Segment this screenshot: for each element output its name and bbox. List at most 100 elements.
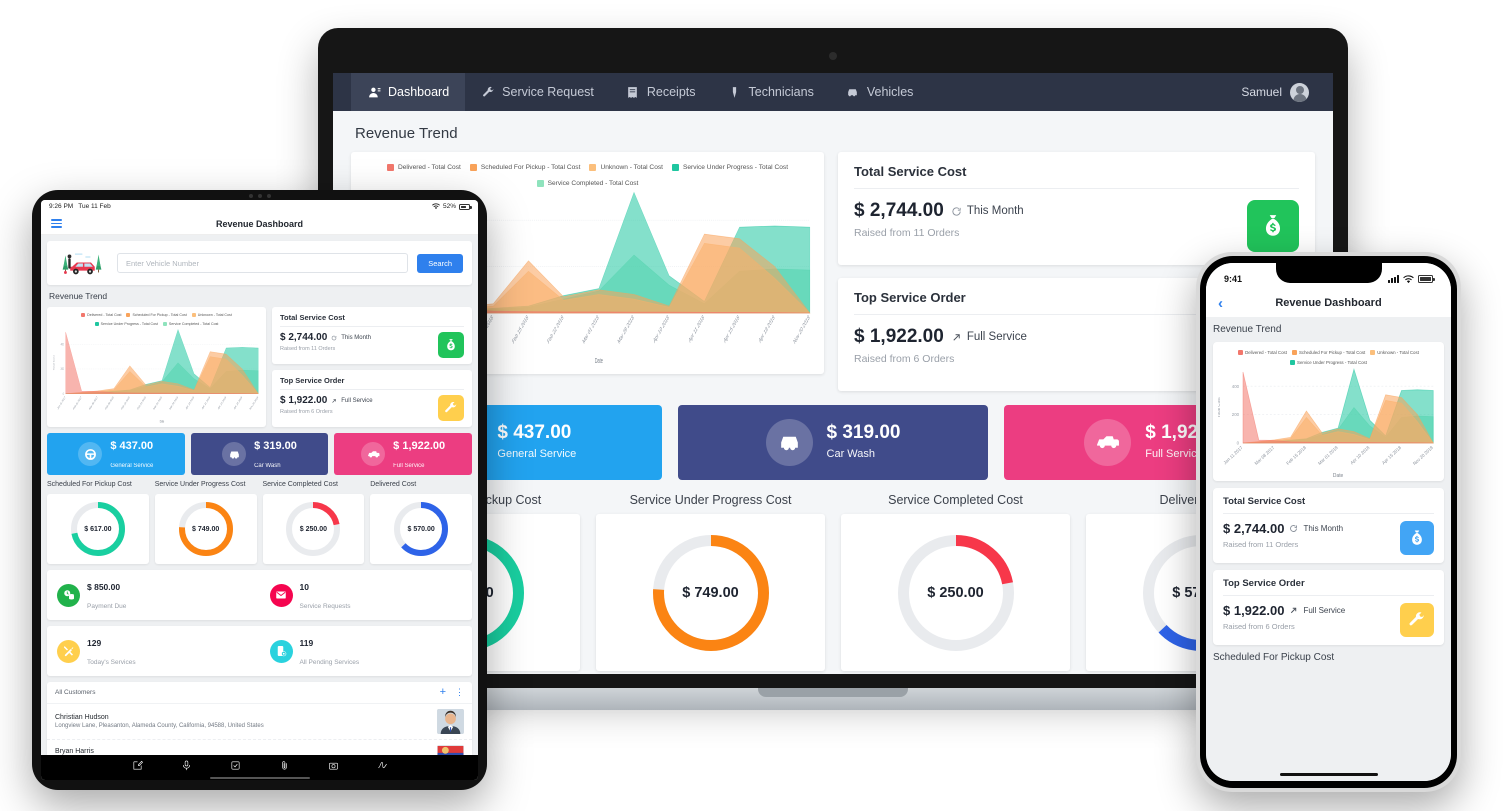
trend-up-arrow-icon xyxy=(1291,607,1297,614)
car-icon xyxy=(765,419,813,466)
svg-text:Apr 10 2018: Apr 10 2018 xyxy=(1349,445,1370,466)
legend-item: Service Under Progress - Total Cost xyxy=(94,322,158,326)
phone-body: Revenue Trend Delivered - Total Cost Sche… xyxy=(1206,317,1451,781)
tag-label: This Month xyxy=(1303,524,1344,533)
status-date: Tue 11 Feb xyxy=(78,203,111,210)
legend-swatch xyxy=(1291,350,1297,355)
nav-item-service-request[interactable]: Service Request xyxy=(465,73,610,111)
svg-text:Apr 10 2018: Apr 10 2018 xyxy=(653,314,670,345)
label: Car Wash xyxy=(826,447,876,460)
phone-app-bar: ‹ Revenue Dashboard xyxy=(1206,289,1451,317)
refresh-icon xyxy=(1290,525,1298,532)
service-type-card[interactable]: $ 1,922.00 Full Service xyxy=(334,433,473,475)
microphone-icon[interactable] xyxy=(181,760,192,771)
donut-value: $ 250.00 xyxy=(299,525,327,533)
service-type-card[interactable]: $ 319.00 Car Wash xyxy=(190,433,329,475)
legend-label: Service Under Progress - Total Cost xyxy=(682,164,789,171)
tag-row: Full Service xyxy=(951,331,1027,343)
camera-icon[interactable] xyxy=(328,760,339,771)
battery-icon xyxy=(459,203,472,210)
service-type-strip: $ 437.00 General Service $ 319.00 Car Wash $… xyxy=(47,433,473,475)
legend-label: Unknown - Total Cost xyxy=(197,313,232,317)
legend-swatch xyxy=(536,180,544,187)
amount-row: $ 2,744.00 This Month xyxy=(1223,521,1400,536)
customers-more-button[interactable]: ⋮ xyxy=(455,687,464,697)
vehicle-search-bar: Enter Vehicle Number Search xyxy=(47,241,472,285)
card-left: $ 1,922.00 Full Service Raised from 6 Or… xyxy=(280,395,438,415)
car-icon xyxy=(846,85,860,99)
donut-chart: $ 617.00 xyxy=(70,501,126,557)
service-type-card[interactable]: $ 319.00 Car Wash xyxy=(677,405,989,480)
status-time: 9:26 PM xyxy=(49,203,74,210)
nav-label: Vehicles xyxy=(866,85,914,99)
tag-label: This Month xyxy=(966,205,1024,217)
stat-number: 10 xyxy=(299,582,309,592)
card-text: $ 319.00 Car Wash xyxy=(254,436,297,472)
svg-text:400: 400 xyxy=(61,342,65,347)
service-type-strip: $ 437.00 General Service $ 319.00 Car Wash $… xyxy=(351,405,1316,480)
card-body: $ 2,744.00 This Month Raised from 11 Ord… xyxy=(1223,514,1434,555)
search-button[interactable]: Search xyxy=(417,253,463,273)
nav-item-dashboard[interactable]: Dashboard xyxy=(351,73,466,111)
paperclip-icon[interactable] xyxy=(279,760,290,771)
tag-label: This Month xyxy=(341,334,371,341)
legend-item: Service Under Progress - Total Cost xyxy=(671,164,789,171)
top-navigation-bar: Dashboard Service Request Receipts Techn… xyxy=(333,73,1333,111)
tag-label: Full Service xyxy=(1303,606,1346,615)
checkbox-icon[interactable] xyxy=(230,760,241,771)
legend-item: Unknown - Total Cost xyxy=(191,313,232,317)
svg-text:Apr 15 2018: Apr 15 2018 xyxy=(1381,445,1402,466)
svg-text:Apr 15 2018: Apr 15 2018 xyxy=(723,314,740,345)
card-title: Top Service Order xyxy=(1223,578,1434,596)
card-left: $ 1,922.00 Full Service Raised from 6 Or… xyxy=(1223,603,1400,631)
add-customer-button[interactable]: + xyxy=(439,686,446,698)
user-menu[interactable]: Samuel xyxy=(1241,82,1315,102)
amount: $ 319.00 xyxy=(254,440,297,452)
tablet-dock xyxy=(41,755,478,775)
tools-icon xyxy=(57,639,80,663)
technician-icon xyxy=(728,85,742,99)
stat-number: 119 xyxy=(299,638,314,648)
amount: $ 2,744.00 xyxy=(280,332,328,343)
top-service-order-card: Top Service Order $ 1,922.00 Full Servic… xyxy=(272,370,472,427)
envelope-icon xyxy=(269,583,293,607)
legend-item: Service Completed - Total Cost xyxy=(536,180,638,187)
signature-icon[interactable] xyxy=(377,760,388,771)
nav-item-technicians[interactable]: Technicians xyxy=(712,73,830,111)
list-item[interactable]: Bryan Harris xyxy=(47,740,472,755)
edit-icon[interactable] xyxy=(132,760,143,771)
stat-item: 129 Today's Services xyxy=(47,626,260,676)
wrench-icon xyxy=(1400,603,1434,637)
donut-label: Scheduled For Pickup Cost xyxy=(47,481,132,488)
donut-value: $ 617.00 xyxy=(84,525,112,533)
donut-cards-row: $ 617.00 $ 749.00 $ 250.00 $ 570.00 xyxy=(47,494,472,564)
donut-card: $ 617.00 xyxy=(47,494,149,564)
vehicle-number-input[interactable]: Enter Vehicle Number xyxy=(117,253,409,273)
back-button[interactable]: ‹ xyxy=(1218,294,1223,312)
hamburger-menu-icon[interactable] xyxy=(51,219,62,228)
trend-up-arrow-icon xyxy=(953,333,960,341)
donut-value: $ 749.00 xyxy=(192,525,220,533)
amount-row: $ 1,922.00 Full Service xyxy=(280,395,438,406)
donut-value: $ 570.00 xyxy=(407,525,435,533)
nav-item-vehicles[interactable]: Vehicles xyxy=(830,73,930,111)
customers-header: All Customers + ⋮ xyxy=(47,682,472,704)
mobile-settings-icon xyxy=(269,639,293,663)
customer-address: Longview Lane, Pleasanton, Alameda Count… xyxy=(55,723,264,729)
customer-name: Christian Hudson xyxy=(55,714,109,721)
service-type-card[interactable]: $ 437.00 General Service xyxy=(47,433,185,475)
list-item[interactable]: Christian Hudson Longview Lane, Pleasant… xyxy=(47,704,472,740)
svg-text:Mar 08 2017: Mar 08 2017 xyxy=(88,394,98,411)
customer-name: Bryan Harris xyxy=(55,747,94,755)
svg-text:Apr 11 2018: Apr 11 2018 xyxy=(688,314,705,345)
money-bag-icon xyxy=(1400,521,1434,555)
laptop-base xyxy=(218,688,1448,710)
card-subtext: Raised from 6 Orders xyxy=(854,353,955,365)
tablet-home-indicator xyxy=(41,775,478,780)
chart-legend: Delivered - Total Cost Scheduled For Pick… xyxy=(361,160,814,189)
card-left: $ 2,744.00 This Month Raised from 11 Ord… xyxy=(280,332,438,352)
nav-item-receipts[interactable]: Receipts xyxy=(610,73,712,111)
